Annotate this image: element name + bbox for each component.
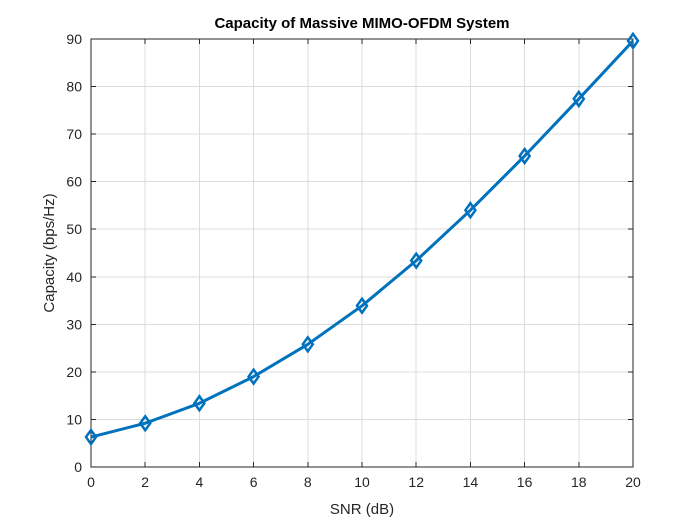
y-tick-label: 50 bbox=[66, 221, 82, 237]
x-tick-label: 18 bbox=[571, 474, 587, 490]
ticks: 0 2 4 6 8 10 12 14 16 18 20 0 10 20 30 40 50 60 70 80 90 bbox=[66, 31, 641, 490]
x-axis-label: SNR (dB) bbox=[330, 501, 394, 518]
y-axis-label: Capacity (bps/Hz) bbox=[41, 193, 58, 312]
x-tick-label: 4 bbox=[196, 474, 204, 490]
y-tick-label: 30 bbox=[66, 316, 82, 332]
data-point-marker bbox=[572, 89, 586, 109]
data-point-marker bbox=[355, 296, 369, 315]
series-layer bbox=[84, 31, 640, 447]
y-tick-label: 90 bbox=[66, 31, 82, 47]
data-point-marker bbox=[247, 367, 261, 386]
y-tick-label: 60 bbox=[66, 174, 82, 190]
grid bbox=[91, 39, 633, 467]
x-tick-label: 10 bbox=[354, 474, 370, 490]
chart-title: Capacity of Massive MIMO-OFDM System bbox=[214, 15, 509, 32]
y-tick-label: 40 bbox=[66, 269, 82, 285]
x-tick-label: 14 bbox=[463, 474, 479, 490]
y-tick-label: 0 bbox=[74, 459, 82, 475]
data-point-marker bbox=[301, 335, 315, 354]
x-tick-label: 16 bbox=[517, 474, 533, 490]
data-point-marker bbox=[626, 31, 640, 51]
data-point-marker bbox=[463, 201, 477, 220]
x-tick-label: 0 bbox=[87, 474, 95, 490]
y-tick-label: 70 bbox=[66, 126, 82, 142]
data-point-marker bbox=[192, 394, 206, 413]
x-tick-label: 8 bbox=[304, 474, 312, 490]
y-tick-label: 80 bbox=[66, 79, 82, 95]
x-tick-label: 20 bbox=[625, 474, 641, 490]
data-point-marker bbox=[518, 146, 532, 166]
y-tick-label: 10 bbox=[66, 411, 82, 427]
series-line bbox=[90, 39, 635, 439]
data-point-marker bbox=[138, 414, 152, 433]
x-tick-label: 6 bbox=[250, 474, 258, 490]
x-tick-label: 12 bbox=[408, 474, 424, 490]
x-tick-label: 2 bbox=[141, 474, 149, 490]
data-point-marker bbox=[84, 427, 98, 447]
data-point-marker bbox=[409, 251, 423, 270]
y-tick-label: 20 bbox=[66, 364, 82, 380]
